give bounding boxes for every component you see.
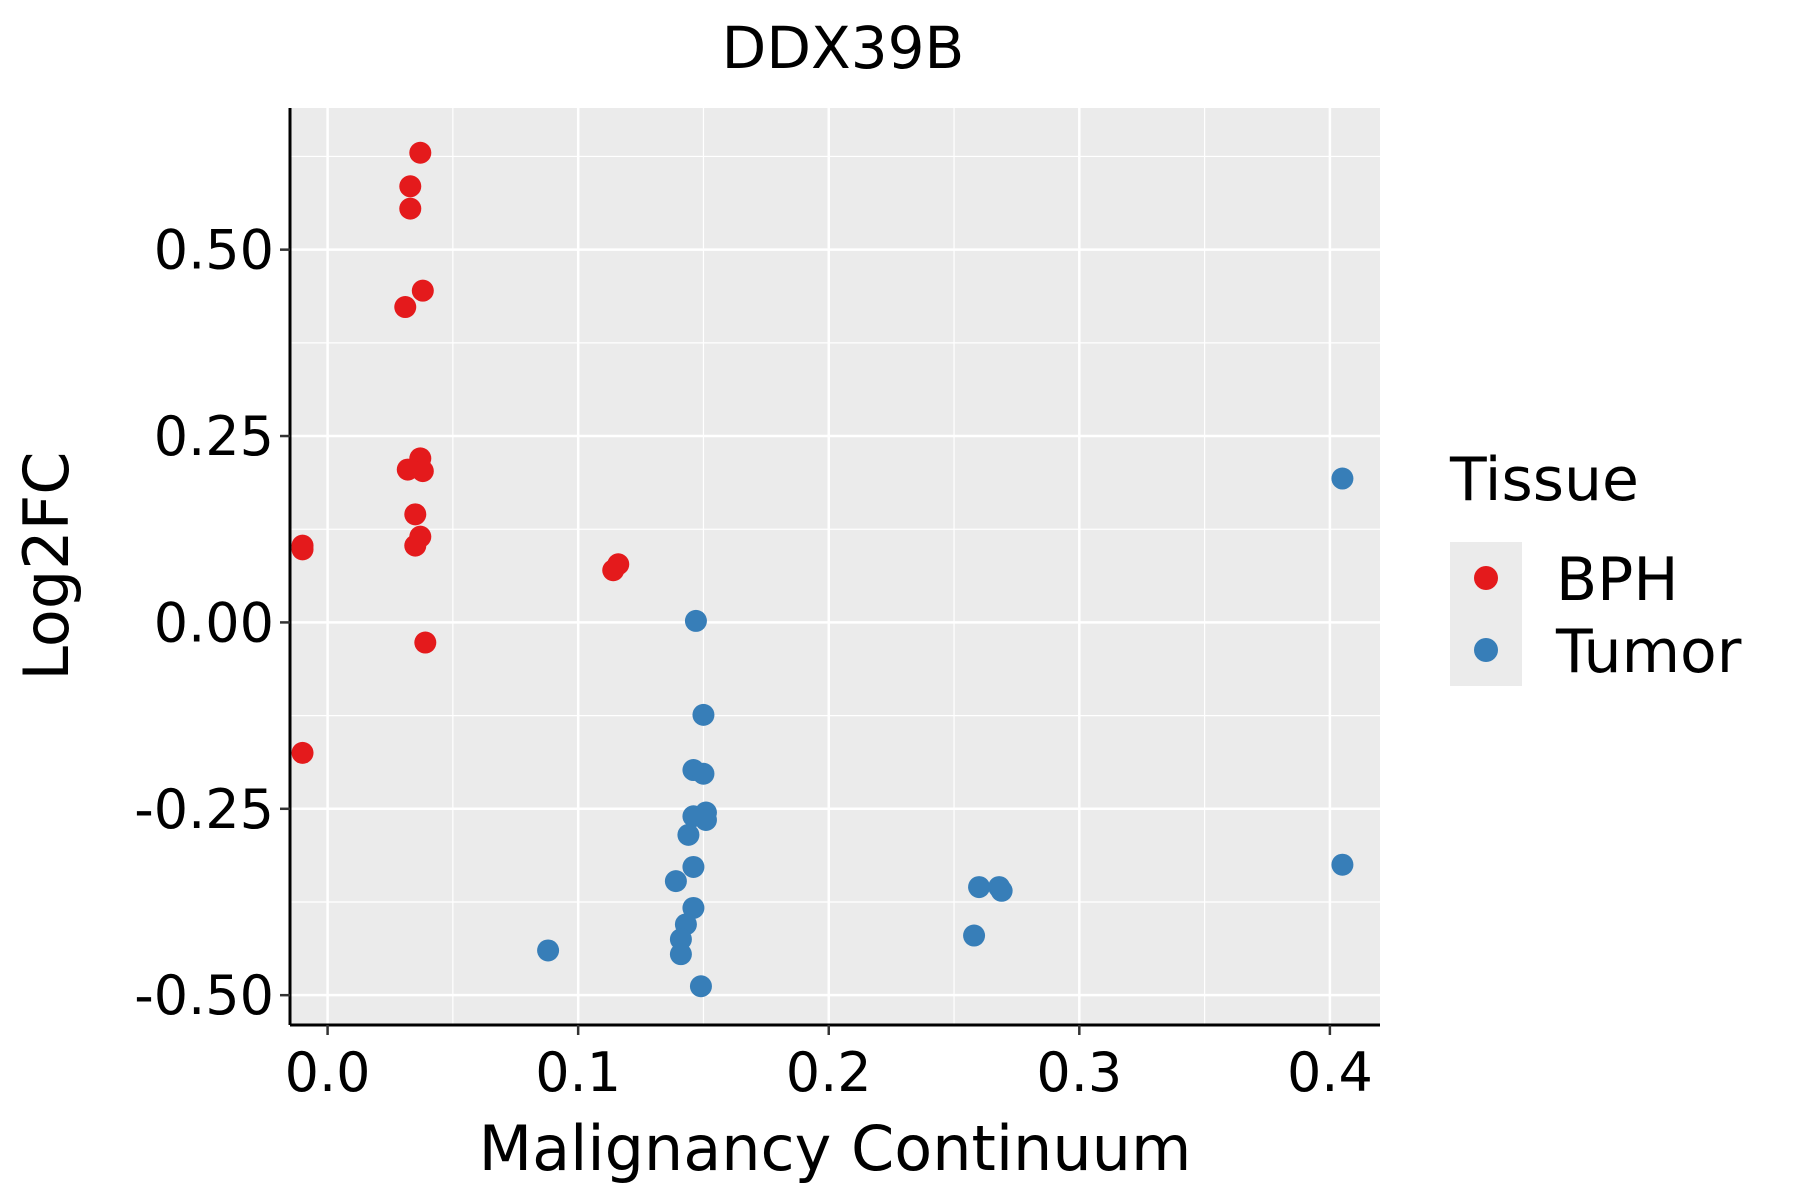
legend-key-bph xyxy=(1474,566,1498,590)
data-point-tumor xyxy=(682,896,705,919)
data-point-bph xyxy=(291,538,314,561)
x-tick-label: 0.1 xyxy=(535,1041,621,1104)
legend-label-tumor: Tumor xyxy=(1555,617,1742,687)
data-point-tumor xyxy=(537,939,560,962)
data-point-tumor xyxy=(694,808,717,831)
x-tick-label: 0.2 xyxy=(786,1041,872,1104)
legend-title: Tissue xyxy=(1449,445,1639,515)
data-point-tumor xyxy=(692,762,715,785)
data-points xyxy=(291,141,1354,998)
data-point-bph xyxy=(399,197,422,220)
x-tick-label: 0.3 xyxy=(1036,1041,1122,1104)
data-point-bph xyxy=(291,741,314,764)
y-tick-label: 0.00 xyxy=(154,591,274,654)
data-point-tumor xyxy=(1331,853,1354,876)
x-tick-label: 0.4 xyxy=(1287,1041,1373,1104)
data-point-bph xyxy=(404,534,427,557)
x-axis-ticks: 0.0 0.1 0.2 0.3 0.4 xyxy=(285,1025,1373,1104)
legend-label-bph: BPH xyxy=(1556,545,1678,615)
data-point-tumor xyxy=(664,870,687,893)
data-point-tumor xyxy=(677,823,700,846)
major-gridlines xyxy=(290,108,1380,1025)
data-point-tumor xyxy=(1331,467,1354,490)
data-point-bph xyxy=(409,141,432,164)
data-point-tumor xyxy=(689,975,712,998)
data-point-bph xyxy=(404,503,427,526)
x-axis-title: Malignancy Continuum xyxy=(479,1112,1192,1185)
y-axis-title: Log2FC xyxy=(10,451,83,680)
minor-gridlines xyxy=(290,108,1380,1025)
data-point-bph xyxy=(411,460,434,483)
data-point-tumor xyxy=(963,924,986,947)
y-tick-label: -0.25 xyxy=(134,778,274,841)
data-point-bph xyxy=(602,559,625,582)
data-point-bph xyxy=(394,296,417,319)
y-tick-label: 0.25 xyxy=(154,405,274,468)
legend: Tissue BPH Tumor xyxy=(1449,445,1742,687)
data-point-tumor xyxy=(990,879,1013,902)
chart-title: DDX39B xyxy=(722,14,965,82)
y-tick-label: -0.50 xyxy=(134,964,274,1027)
y-tick-label: 0.50 xyxy=(154,219,274,282)
data-point-bph xyxy=(399,175,422,198)
plot-panel xyxy=(290,108,1380,1025)
data-point-tumor xyxy=(692,703,715,726)
data-point-tumor xyxy=(669,943,692,966)
data-point-tumor xyxy=(684,609,707,632)
data-point-tumor xyxy=(682,855,705,878)
data-point-bph xyxy=(414,631,437,654)
data-point-tumor xyxy=(968,876,991,899)
y-axis-ticks: -0.50 -0.25 0.00 0.25 0.50 xyxy=(134,219,290,1027)
data-point-bph xyxy=(411,279,434,302)
legend-key-tumor xyxy=(1474,638,1498,662)
x-tick-label: 0.0 xyxy=(285,1041,371,1104)
